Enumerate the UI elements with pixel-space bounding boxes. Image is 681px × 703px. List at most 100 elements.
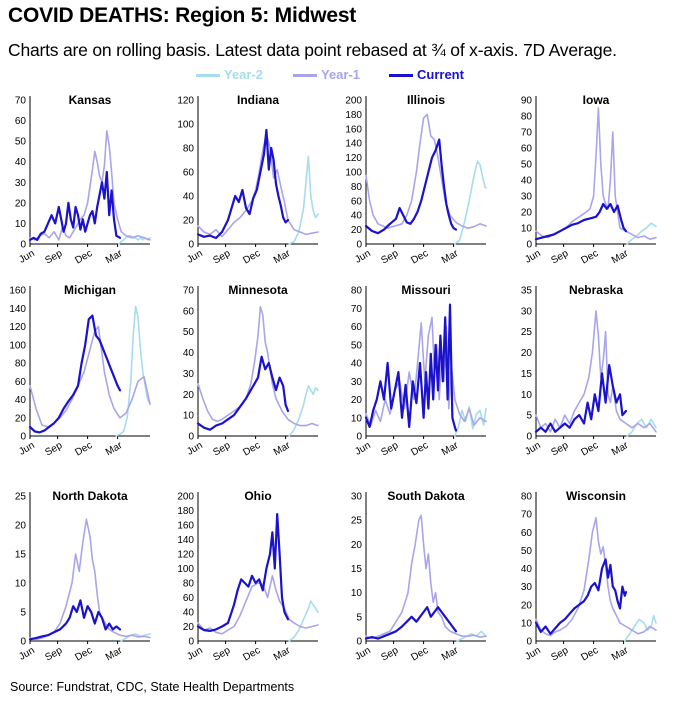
x-tick-label: Sep [211,248,232,267]
x-tick-label: Dec [409,440,430,458]
series-line-year-1 [535,516,657,637]
y-tick-label: 80 [521,492,533,503]
series-line-year-1 [535,310,657,433]
x-tick-label: Dec [579,645,600,663]
y-tick-label: 30 [521,306,533,317]
legend-swatch-year-2 [196,74,220,77]
chart-title: Kansas [69,93,112,107]
y-tick-label: 140 [177,535,194,546]
x-tick-label: Jun [523,440,542,458]
chart-ohio: Ohio 0 20 40 60 80 100 120 140 160 180 200 Jun Sep Dec… [177,489,319,663]
y-tick-label: 20 [15,413,27,424]
x-tick-label: Sep [379,440,400,459]
y-tick-label: 40 [351,211,363,222]
y-tick-label: 20 [351,225,363,236]
chart-michigan: Michigan 0 20 40 60 80 100 120 140 160 Jun Sep Dec Ma… [9,283,151,458]
series-line-year-2 [288,385,319,437]
page-subtitle: Charts are on rolling basis. Latest data… [8,40,617,60]
y-tick-label: 70 [521,510,533,521]
series-line-year-2 [288,600,319,642]
legend-label-year-1: Year-1 [321,67,361,82]
y-tick-label: 0 [526,432,532,443]
y-tick-label: 0 [356,637,362,648]
y-tick-label: 5 [20,608,26,619]
x-tick-label: Dec [241,248,262,266]
series-line-year-1 [365,316,487,426]
x-tick-label: Sep [379,645,400,664]
y-tick-label: 120 [9,322,26,333]
y-tick-label: 0 [20,637,26,648]
x-tick-label: Dec [73,440,94,458]
y-tick-label: 20 [351,540,363,551]
x-tick-label: Jun [353,248,372,266]
y-tick-label: 50 [351,340,363,351]
x-tick-label: Sep [211,440,232,459]
y-tick-label: 100 [9,340,26,351]
series-line-year-2 [288,155,319,245]
y-tick-label: 10 [521,224,533,235]
chart-illinois: Illinois 0 20 40 60 80 100 120 140 160 180 200 Jun Se… [345,93,487,267]
y-tick-label: 40 [521,176,533,187]
chart-title: Michigan [64,283,116,297]
y-tick-label: 5 [356,612,362,623]
y-tick-label: 60 [521,144,533,155]
y-tick-label: 20 [183,216,195,227]
chart-title: Indiana [237,93,279,107]
x-tick-label: Mar [104,248,125,266]
x-tick-label: Sep [549,248,570,267]
x-tick-label: Jun [185,440,204,458]
x-tick-label: Dec [409,645,430,663]
y-tick-label: 80 [351,182,363,193]
series-line-year-2 [453,405,487,437]
y-tick-label: 30 [351,377,363,388]
series-line-year-2 [626,222,657,245]
y-tick-label: 20 [183,390,195,401]
series-line-current [28,170,122,241]
y-tick-label: 60 [183,593,195,604]
y-tick-label: 0 [526,240,532,251]
y-tick-label: 20 [183,622,195,633]
y-tick-label: 40 [183,608,195,619]
y-tick-label: 100 [177,120,194,131]
y-tick-label: 70 [521,128,533,139]
x-tick-label: Sep [549,440,570,459]
chart-title: Illinois [407,93,445,107]
x-tick-label: Mar [610,645,631,663]
y-tick-label: 10 [183,411,195,422]
series-line-current [364,138,458,235]
series-line-current [534,202,628,241]
y-tick-label: 0 [20,240,26,251]
x-tick-label: Jun [185,645,204,663]
y-tick-label: 120 [177,96,194,107]
y-tick-label: 15 [15,550,27,561]
y-tick-label: 10 [15,219,27,230]
y-tick-label: 30 [183,369,195,380]
chart-legend: Year-2 Year-1 Current [0,66,681,84]
y-tick-label: 40 [183,192,195,203]
series-line-year-2 [456,630,487,642]
y-tick-label: 30 [15,178,27,189]
series-line-current [364,303,458,432]
y-tick-label: 60 [183,168,195,179]
x-tick-label: Jun [353,645,372,663]
series-line-year-1 [29,130,151,241]
x-tick-label: Sep [379,248,400,267]
series-line-current [28,599,122,641]
y-tick-label: 80 [183,579,195,590]
series-line-current [196,128,290,240]
chart-title: Nebraska [569,283,623,297]
series-line-year-2 [626,418,657,437]
chart-missouri: Missouri 0 10 20 30 40 50 60 70 80 Jun Sep Dec Mar [351,283,487,459]
y-tick-label: 30 [521,192,533,203]
y-tick-label: 140 [9,304,26,315]
y-tick-label: 10 [521,390,533,401]
y-tick-label: 60 [15,377,27,388]
chart-nebraska: Nebraska 0 5 10 15 20 25 30 35 Jun Sep Dec Mar [521,283,657,459]
x-tick-label: Sep [549,645,570,664]
x-tick-label: Mar [272,248,293,266]
x-tick-label: Mar [440,645,461,663]
chart-minnesota: Minnesota 0 10 20 30 40 50 60 70 Jun Sep Dec Mar [183,283,319,459]
x-tick-label: Dec [579,440,600,458]
series-line-current [534,364,628,433]
series-line-current [196,355,290,431]
